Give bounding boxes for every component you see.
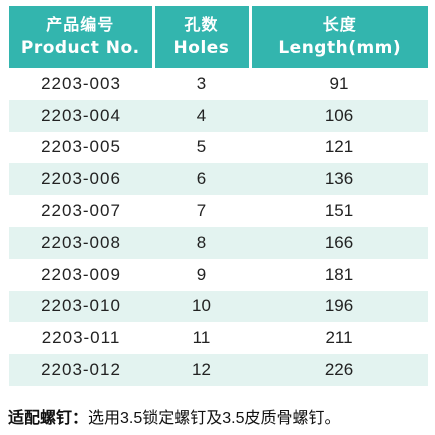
cell-length: 151 xyxy=(250,195,428,227)
cell-holes: 10 xyxy=(153,290,250,323)
cell-product-no: 2203-006 xyxy=(9,163,153,196)
cell-holes: 8 xyxy=(153,226,250,259)
header-product-no-en: Product No. xyxy=(20,38,140,58)
header-product-no-cn: 产品编号 xyxy=(46,15,115,34)
table-row: 2203-010 10 196 xyxy=(9,290,428,323)
cell-length: 196 xyxy=(250,290,428,323)
header-holes: 孔数 Holes xyxy=(153,6,252,68)
header-length-cn: 长度 xyxy=(322,15,357,34)
cell-holes: 6 xyxy=(153,163,250,196)
footnote-label: 适配螺钉： xyxy=(8,410,89,427)
table-row: 2203-009 9 181 xyxy=(9,258,428,291)
screw-compatibility-note: 适配螺钉：选用3.5锁定螺钉及3.5皮质骨螺钉。 xyxy=(8,404,341,428)
header-length: 长度 Length(mm) xyxy=(250,6,428,68)
cell-length: 166 xyxy=(250,226,428,259)
cell-holes: 4 xyxy=(153,99,250,132)
cell-product-no: 2203-008 xyxy=(9,226,153,259)
cell-product-no: 2203-004 xyxy=(9,99,153,132)
cell-length: 181 xyxy=(250,258,428,291)
table-row: 2203-008 8 166 xyxy=(9,226,428,259)
cell-holes: 7 xyxy=(153,195,250,227)
cell-length: 136 xyxy=(250,163,428,196)
table-row: 2203-003 3 91 xyxy=(9,68,428,100)
product-spec-table: 产品编号 Product No. 孔数 Holes 长度 Length(mm) … xyxy=(9,6,428,386)
table-row: 2203-006 6 136 xyxy=(9,163,428,196)
cell-product-no: 2203-003 xyxy=(9,68,153,100)
header-length-en: Length(mm) xyxy=(278,38,402,58)
table-row: 2203-012 12 226 xyxy=(9,354,428,386)
cell-product-no: 2203-009 xyxy=(9,258,153,291)
cell-holes: 3 xyxy=(153,68,250,100)
cell-product-no: 2203-007 xyxy=(9,195,153,227)
header-row: 产品编号 Product No. 孔数 Holes 长度 Length(mm) xyxy=(9,6,428,68)
cell-holes: 9 xyxy=(153,258,250,291)
footnote-text: 选用3.5锁定螺钉及3.5皮质骨螺钉。 xyxy=(88,410,341,427)
table-row: 2203-011 11 211 xyxy=(9,322,428,355)
cell-product-no: 2203-010 xyxy=(9,290,153,323)
table-row: 2203-004 4 106 xyxy=(9,99,428,132)
cell-holes: 5 xyxy=(153,131,250,164)
cell-product-no: 2203-011 xyxy=(9,322,153,355)
cell-length: 211 xyxy=(250,322,428,355)
cell-product-no: 2203-005 xyxy=(9,131,153,164)
table-row: 2203-007 7 151 xyxy=(9,195,428,227)
header-holes-en: Holes xyxy=(173,38,230,58)
table-header: 产品编号 Product No. 孔数 Holes 长度 Length(mm) xyxy=(9,6,428,68)
header-holes-cn: 孔数 xyxy=(184,15,219,34)
cell-holes: 11 xyxy=(153,322,250,355)
cell-product-no: 2203-012 xyxy=(9,354,153,386)
cell-length: 106 xyxy=(250,99,428,132)
table-row: 2203-005 5 121 xyxy=(9,131,428,164)
cell-length: 121 xyxy=(250,131,428,164)
cell-length: 226 xyxy=(250,354,428,386)
header-product-no: 产品编号 Product No. xyxy=(9,6,155,68)
cell-holes: 12 xyxy=(153,354,250,386)
table-body: 2203-003 3 91 2203-004 4 106 2203-005 5 … xyxy=(9,68,428,386)
cell-length: 91 xyxy=(250,68,428,100)
